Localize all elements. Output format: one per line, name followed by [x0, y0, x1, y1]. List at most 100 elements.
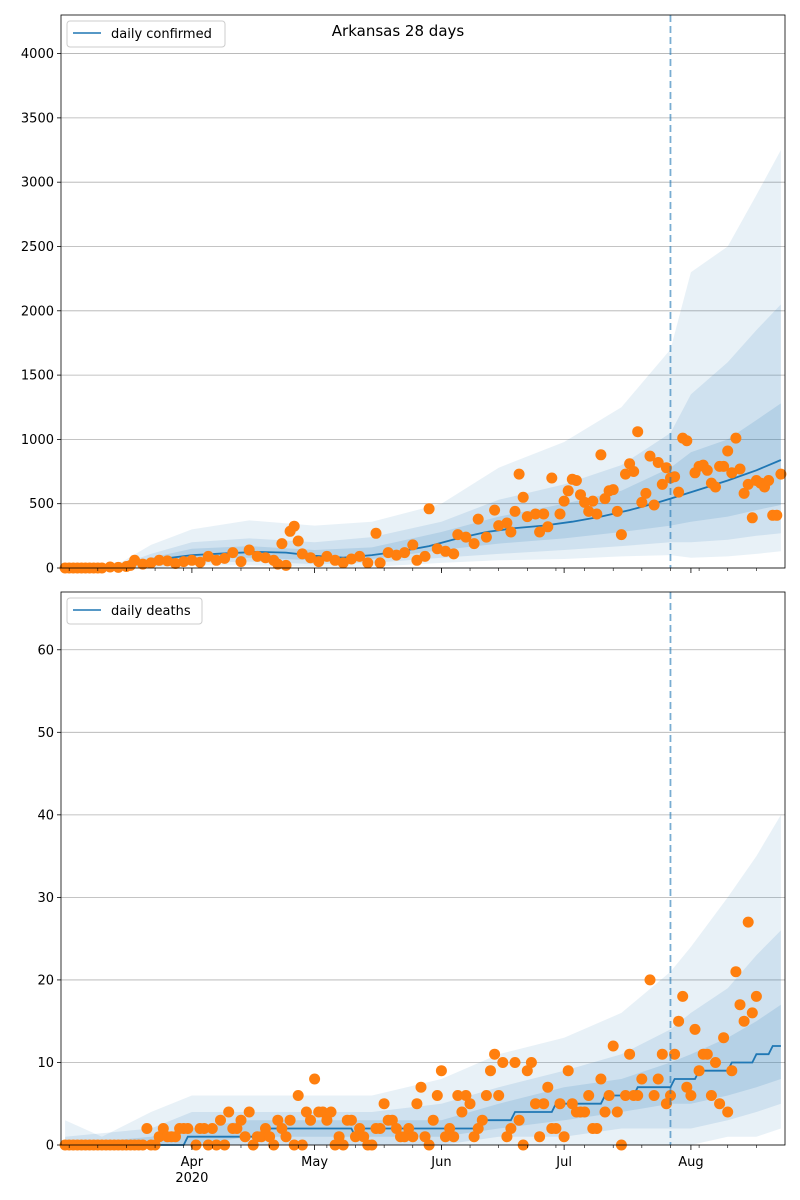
- confirmed-observed-point: [591, 508, 603, 520]
- deaths-observed-point: [746, 1007, 758, 1019]
- deaths-y-tick-label: 10: [37, 1056, 54, 1071]
- deaths-observed-point: [595, 1073, 607, 1085]
- confirmed-observed-point: [280, 559, 292, 571]
- confirmed-observed-point: [636, 496, 648, 508]
- confirmed-observed-point: [399, 547, 411, 559]
- deaths-observed-point: [509, 1057, 521, 1068]
- confirmed-observed-point: [374, 557, 386, 569]
- deaths-observed-point: [284, 1114, 296, 1126]
- confirmed-observed-point: [489, 504, 501, 516]
- confirmed-observed-point: [710, 481, 721, 493]
- deaths-observed-point: [264, 1131, 276, 1143]
- deaths-observed-point: [530, 1098, 541, 1110]
- deaths-y-tick-label: 60: [37, 643, 54, 658]
- deaths-observed-point: [730, 966, 742, 978]
- confirmed-observed-point: [243, 544, 255, 556]
- deaths-observed-point: [292, 1090, 304, 1101]
- deaths-observed-point: [673, 1015, 685, 1027]
- x-tick-label: Aug: [678, 1155, 703, 1170]
- confirmed-y-tick-label: 1000: [21, 433, 54, 448]
- deaths-observed-point: [722, 1106, 734, 1118]
- confirmed-y-tick-label: 0: [46, 562, 54, 577]
- chart-title: Arkansas 28 days: [332, 22, 465, 40]
- x-tick-label: May: [301, 1155, 328, 1170]
- deaths-observed-point: [665, 1090, 676, 1101]
- deaths-observed-point: [411, 1098, 423, 1110]
- deaths-observed-point: [427, 1114, 439, 1126]
- confirmed-observed-point: [219, 552, 231, 564]
- deaths-observed-point: [325, 1106, 337, 1118]
- confirmed-median-line: [65, 459, 782, 569]
- confirmed-observed-point: [628, 466, 640, 477]
- deaths-observed-point: [464, 1098, 476, 1110]
- confirmed-observed-point: [562, 485, 574, 497]
- deaths-observed-point: [558, 1131, 570, 1143]
- deaths-observed-point: [624, 1048, 636, 1060]
- x-tick-year-label: 2020: [175, 1171, 208, 1186]
- x-tick-label: Jun: [430, 1155, 451, 1170]
- deaths-observed-points: [59, 916, 762, 1151]
- deaths-observed-point: [305, 1114, 316, 1126]
- deaths-observed-point: [521, 1065, 533, 1077]
- deaths-observed-point: [141, 1123, 153, 1134]
- deaths-observed-point: [505, 1123, 517, 1134]
- deaths-observed-point: [489, 1048, 501, 1060]
- confirmed-legend: daily confirmed: [66, 20, 226, 48]
- confirmed-median-series: [65, 459, 782, 569]
- confirmed-observed-point: [656, 478, 668, 490]
- confirmed-observed-point: [763, 475, 775, 486]
- confirmed-observed-point: [742, 478, 754, 490]
- confirmed-observed-point: [530, 508, 541, 520]
- confirmed-observed-point: [153, 554, 165, 566]
- deaths-observed-point: [636, 1073, 648, 1085]
- confirmed-observed-point: [460, 531, 472, 543]
- confirmed-observed-point: [652, 457, 664, 468]
- deaths-y-tick-label: 40: [37, 808, 54, 823]
- deaths-legend-box: [66, 597, 203, 625]
- confirmed-observed-point: [468, 538, 480, 550]
- confirmed-observed-point: [370, 527, 382, 539]
- deaths-observed-point: [750, 990, 762, 1002]
- deaths-observed-point: [632, 1090, 644, 1101]
- confirmed-observed-point: [517, 491, 529, 503]
- confirmed-observed-point: [313, 556, 325, 568]
- deaths-observed-point: [235, 1114, 247, 1126]
- confirmed-observed-point: [419, 550, 431, 562]
- deaths-observed-point: [497, 1057, 509, 1068]
- confirmed-observed-point: [210, 554, 222, 566]
- deaths-observed-point: [562, 1065, 574, 1077]
- confirmed-band-outer: [65, 150, 781, 568]
- confirmed-observed-point: [170, 558, 181, 569]
- confirmed-observed-point: [272, 558, 284, 570]
- deaths-observed-point: [476, 1114, 488, 1126]
- confirmed-observed-point: [681, 435, 693, 447]
- deaths-observed-point: [309, 1073, 321, 1085]
- deaths-observed-point: [460, 1090, 472, 1101]
- deaths-observed-point: [550, 1123, 562, 1134]
- deaths-observed-point: [480, 1090, 492, 1101]
- deaths-observed-point: [157, 1123, 169, 1134]
- deaths-observed-point: [431, 1090, 443, 1101]
- deaths-observed-point: [701, 1048, 713, 1060]
- confirmed-observed-point: [276, 538, 288, 550]
- confirmed-x-axis: [68, 568, 757, 573]
- deaths-observed-point: [452, 1090, 464, 1101]
- deaths-observed-point: [525, 1057, 537, 1068]
- confirmed-observed-point: [354, 550, 366, 562]
- deaths-observed-point: [669, 1048, 681, 1060]
- deaths-observed-point: [644, 974, 656, 986]
- deaths-y-tick-label: 50: [37, 726, 54, 741]
- confirmed-legend-box: [66, 20, 226, 48]
- confirmed-observed-point: [112, 561, 124, 573]
- confirmed-observed-point: [669, 471, 681, 483]
- deaths-observed-point: [407, 1131, 419, 1143]
- deaths-observed-point: [611, 1106, 623, 1118]
- deaths-observed-point: [399, 1131, 411, 1143]
- confirmed-observed-point: [305, 552, 316, 564]
- confirmed-observed-point: [288, 520, 300, 532]
- confirmed-observed-point: [321, 550, 333, 562]
- confirmed-observed-point: [194, 556, 206, 568]
- confirmed-observed-point: [546, 472, 558, 484]
